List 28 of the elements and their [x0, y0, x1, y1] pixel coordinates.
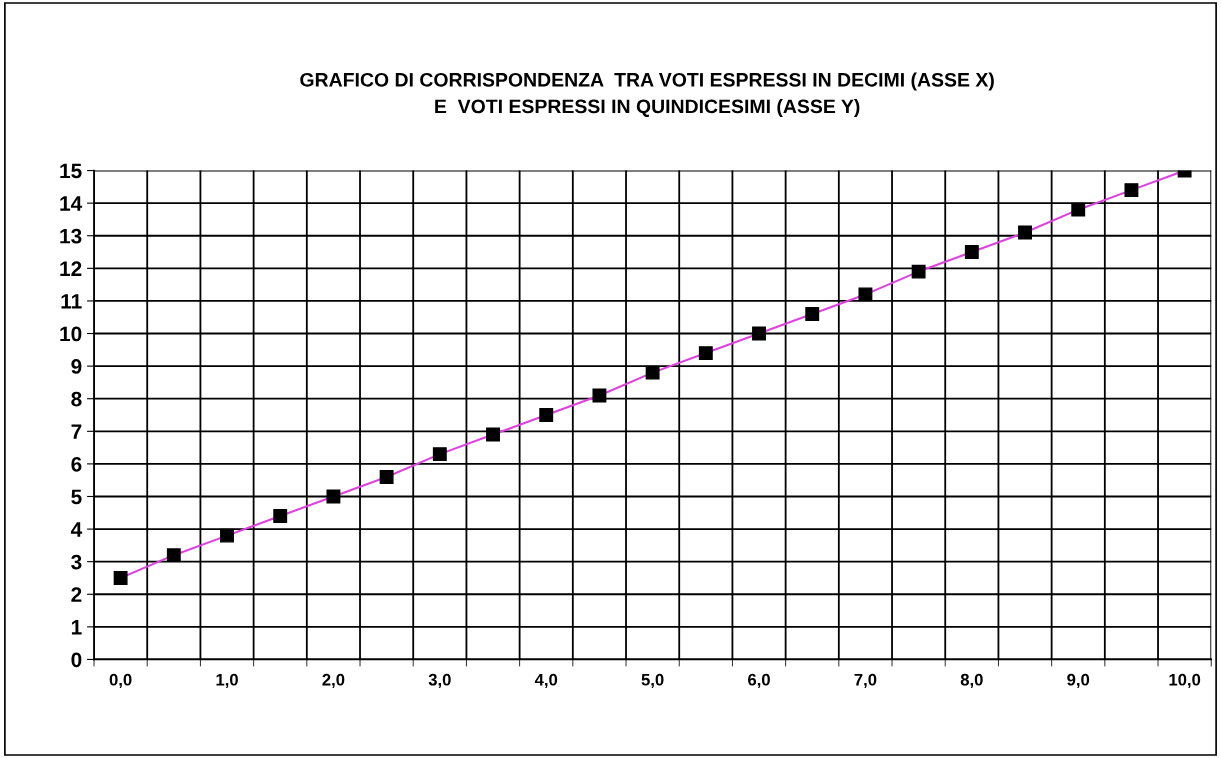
y-tick-label: 15	[60, 163, 82, 179]
chart-title: GRAFICO DI CORRISPONDENZA TRA VOTI ESPRESSI IN DECIMI (ASSE X) E VOTI ESPRESSI IN QUINDICESIMI (ASSE Y)	[300, 72, 994, 118]
x-tick-label: 0,0	[109, 673, 132, 689]
y-tick-label: 12	[60, 261, 82, 276]
y-tick-label: 4	[70, 522, 83, 537]
y-tick-label: 9	[71, 359, 82, 374]
y-tick-label: 0	[71, 652, 82, 668]
x-tick-label: 4,0	[534, 673, 558, 689]
x-tick-label: 8,0	[960, 673, 983, 689]
x-tick-label: 2,0	[322, 673, 345, 689]
x-tick-label: 1,0	[216, 673, 238, 689]
x-tick-label: 10,0	[1169, 673, 1201, 689]
y-tick-label: 5	[71, 489, 82, 505]
y-tick-label: 2	[71, 587, 82, 602]
x-tick-label: 6,0	[748, 673, 770, 689]
y-tick-label: 6	[71, 456, 82, 472]
y-tick-label: 8	[71, 391, 82, 407]
y-tick-label: 10	[60, 326, 82, 342]
y-tick-label: 13	[60, 228, 82, 244]
x-tick-label: 5,0	[641, 673, 664, 689]
y-tick-label: 1	[71, 620, 82, 635]
x-tick-label: 9,0	[1067, 673, 1090, 689]
x-tick-label: 7,0	[854, 673, 877, 689]
y-tick-label: 11	[61, 294, 82, 309]
x-tick-label: 3,0	[428, 673, 451, 689]
y-tick-label: 14	[60, 196, 83, 211]
y-tick-label: 3	[71, 554, 82, 570]
y-tick-label: 7	[71, 424, 82, 439]
